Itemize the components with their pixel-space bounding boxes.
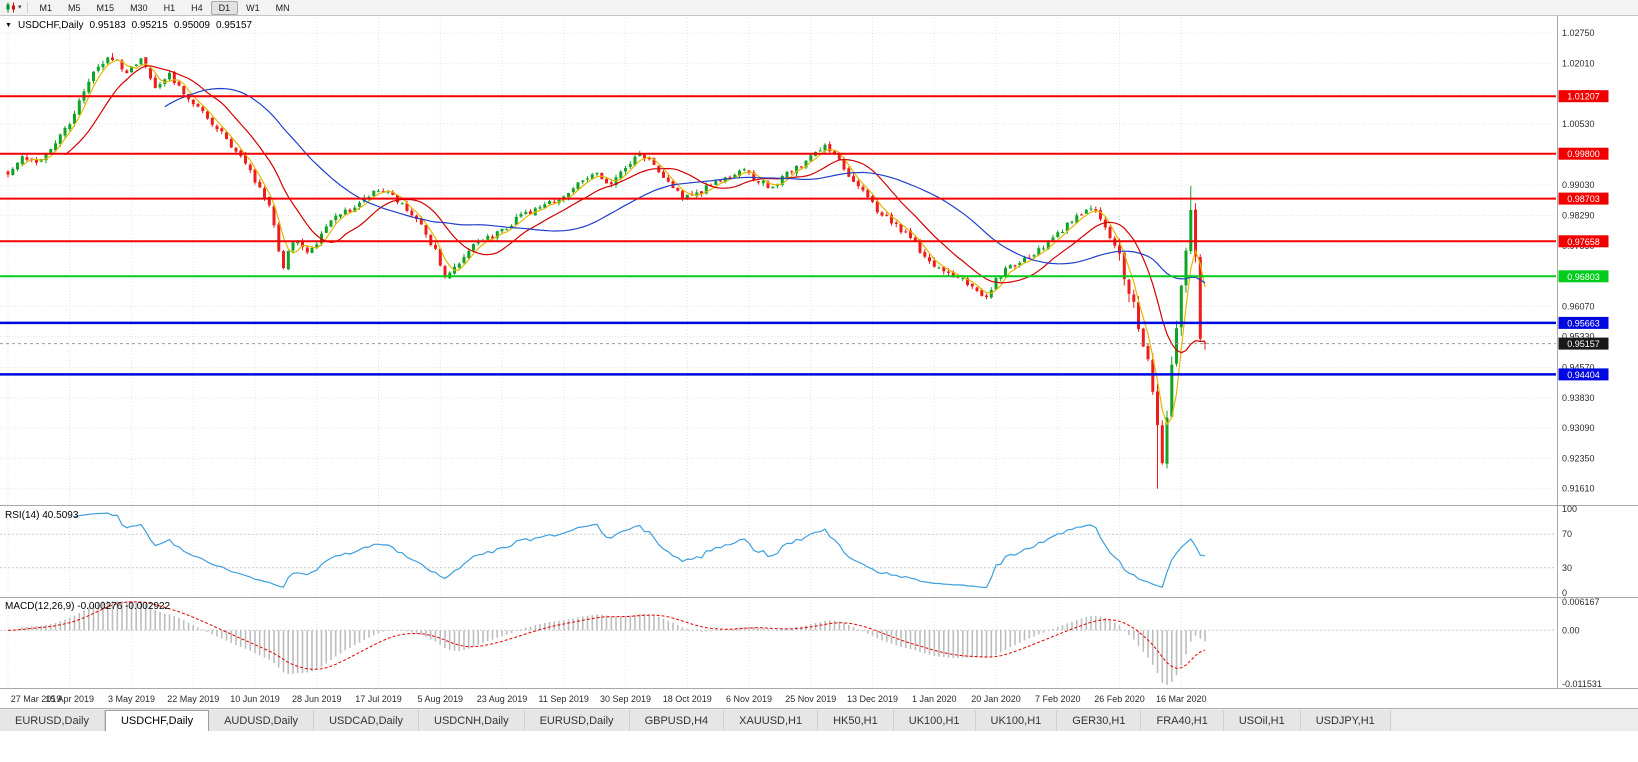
timeframe-button-mn[interactable]: MN (275, 2, 290, 13)
svg-text:0: 0 (1562, 588, 1567, 598)
svg-text:5 Aug 2019: 5 Aug 2019 (417, 694, 463, 704)
svg-text:0.006167: 0.006167 (1562, 597, 1600, 607)
timeframe-button-h4[interactable]: H4 (191, 2, 203, 13)
chart-tab-usdchf-daily[interactable]: USDCHF,Daily (104, 710, 210, 731)
svg-text:0.91610: 0.91610 (1562, 484, 1595, 494)
collapse-chart-icon[interactable]: ▼ (5, 22, 12, 29)
svg-text:11 Sep 2019: 11 Sep 2019 (539, 694, 589, 704)
svg-text:1.02750: 1.02750 (1562, 28, 1595, 38)
svg-text:18 Oct 2019: 18 Oct 2019 (663, 694, 712, 704)
timeframe-button-m15[interactable]: M15 (96, 2, 115, 13)
chevron-down-icon: ▾ (18, 3, 22, 11)
chart-tab-gbpusd-h4[interactable]: GBPUSD,H4 (629, 710, 725, 731)
svg-text:1.01207: 1.01207 (1567, 92, 1600, 102)
rsi-indicator-label: RSI(14) 40.5093 (5, 510, 79, 521)
candlestick-icon (6, 2, 15, 13)
svg-text:0.97658: 0.97658 (1567, 237, 1600, 247)
svg-text:0.00: 0.00 (1562, 625, 1580, 635)
chart-tab-usdcnh-daily[interactable]: USDCNH,Daily (419, 710, 525, 731)
svg-text:6 Nov 2019: 6 Nov 2019 (726, 694, 772, 704)
toolbar-separator (26, 2, 28, 13)
svg-text:0.92350: 0.92350 (1562, 453, 1595, 463)
svg-text:16 Mar 2020: 16 Mar 2020 (1156, 694, 1207, 704)
timeframe-button-d1[interactable]: D1 (210, 0, 239, 15)
chart-tab-fra40-h1[interactable]: FRA40,H1 (1141, 710, 1224, 731)
ohlc-close-value: 0.95157 (215, 20, 253, 31)
svg-text:0.93090: 0.93090 (1562, 423, 1595, 433)
chart-canvas[interactable]: 1.027501.020101.012701.005300.997900.990… (0, 16, 1638, 708)
chart-tab-usdjpy-h1[interactable]: USDJPY,H1 (1300, 710, 1391, 731)
svg-text:70: 70 (1562, 529, 1572, 539)
chart-tab-eurusd-daily[interactable]: EURUSD,Daily (0, 710, 105, 731)
timeframe-button-h1[interactable]: H1 (163, 2, 176, 13)
svg-text:28 Jun 2019: 28 Jun 2019 (292, 694, 342, 704)
svg-text:0.94570: 0.94570 (1562, 363, 1595, 373)
ohlc-open-value: 0.95183 (89, 20, 126, 31)
chart-tab-uk100-h1[interactable]: UK100,H1 (893, 710, 976, 731)
timeframe-buttons: M1 M5 M15 M30 H1 H4 D1 W1 MN (32, 0, 298, 15)
svg-text:30: 30 (1562, 563, 1572, 573)
chart-tab-uk100-h1[interactable]: UK100,H1 (975, 710, 1058, 731)
svg-text:0.95663: 0.95663 (1567, 318, 1600, 328)
svg-text:30 Sep 2019: 30 Sep 2019 (600, 694, 651, 704)
chart-tab-eurusd-daily[interactable]: EURUSD,Daily (524, 710, 630, 731)
svg-text:1.02010: 1.02010 (1562, 58, 1595, 68)
svg-text:25 Nov 2019: 25 Nov 2019 (785, 694, 836, 704)
svg-text:7 Feb 2020: 7 Feb 2020 (1035, 694, 1081, 704)
svg-text:0.98703: 0.98703 (1567, 194, 1600, 204)
ohlc-high-value: 0.95215 (131, 20, 168, 31)
svg-text:20 Jan 2020: 20 Jan 2020 (971, 694, 1021, 704)
svg-text:-0.011531: -0.011531 (1562, 679, 1602, 689)
ohlc-low-value: 0.95009 (173, 20, 210, 31)
svg-text:13 Dec 2019: 13 Dec 2019 (847, 694, 898, 704)
svg-text:17 Jul 2019: 17 Jul 2019 (355, 694, 402, 704)
svg-text:15 Apr 2019: 15 Apr 2019 (45, 694, 94, 704)
chart-tab-xauusd-h1[interactable]: XAUUSD,H1 (724, 710, 819, 731)
macd-indicator-label: MACD(12,26,9) -0.000276 -0.002922 (5, 601, 171, 612)
chart-tab-usoil-h1[interactable]: USOil,H1 (1223, 710, 1301, 731)
timeframe-button-w1[interactable]: W1 (246, 2, 260, 13)
timeframe-button-m1[interactable]: M1 (39, 2, 53, 13)
svg-text:0.96803: 0.96803 (1567, 272, 1600, 282)
chart-tab-ger30-h1[interactable]: GER30,H1 (1057, 710, 1142, 731)
svg-text:1.00530: 1.00530 (1562, 119, 1595, 129)
chart-tab-bar: EURUSD,Daily USDCHF,Daily AUDUSD,Daily USDC… (0, 708, 1638, 731)
svg-text:3 May 2019: 3 May 2019 (108, 694, 155, 704)
svg-text:0.95330: 0.95330 (1562, 332, 1595, 342)
svg-text:22 May 2019: 22 May 2019 (167, 694, 219, 704)
chart-area: 1.027501.020101.012701.005300.997900.990… (0, 16, 1638, 708)
svg-text:0.99030: 0.99030 (1562, 180, 1595, 190)
chart-tab-usdcad-daily[interactable]: USDCAD,Daily (314, 710, 420, 731)
svg-text:1 Jan 2020: 1 Jan 2020 (912, 694, 957, 704)
timeframe-button-m30[interactable]: M30 (130, 2, 148, 13)
bottom-filler (0, 731, 1638, 761)
svg-text:26 Feb 2020: 26 Feb 2020 (1094, 694, 1145, 704)
svg-text:0.98290: 0.98290 (1562, 210, 1595, 220)
timeframe-toolbar: ▾ M1 M5 M15 M30 H1 H4 D1 W1 MN (0, 0, 1638, 16)
svg-text:10 Jun 2019: 10 Jun 2019 (230, 694, 280, 704)
svg-text:0.94404: 0.94404 (1567, 370, 1600, 380)
svg-text:0.96070: 0.96070 (1562, 301, 1595, 311)
svg-text:27 Mar 2019: 27 Mar 2019 (11, 694, 62, 704)
svg-text:100: 100 (1562, 504, 1577, 514)
svg-text:0.99800: 0.99800 (1567, 149, 1600, 159)
svg-text:23 Aug 2019: 23 Aug 2019 (477, 694, 528, 704)
chart-tab-hk50-h1[interactable]: HK50,H1 (818, 710, 894, 731)
chart-ohlc-header: ▼ USDCHF,Daily 0.95183 0.95215 0.95009 0… (5, 20, 252, 31)
chart-type-icon[interactable]: ▾ (2, 1, 25, 15)
svg-text:0.95157: 0.95157 (1567, 339, 1600, 349)
chart-tab-audusd-daily[interactable]: AUDUSD,Daily (209, 710, 315, 731)
timeframe-button-m5[interactable]: M5 (68, 2, 81, 13)
chart-symbol-label: USDCHF,Daily (17, 20, 84, 31)
svg-text:0.93830: 0.93830 (1562, 393, 1595, 403)
